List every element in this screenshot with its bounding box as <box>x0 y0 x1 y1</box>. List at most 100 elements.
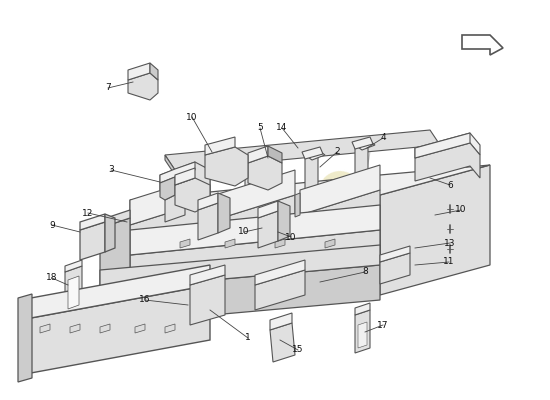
Polygon shape <box>218 193 230 233</box>
Polygon shape <box>80 222 105 260</box>
Polygon shape <box>165 155 175 175</box>
Polygon shape <box>215 245 295 295</box>
Polygon shape <box>130 230 380 290</box>
Text: 15: 15 <box>292 346 304 354</box>
Text: 1: 1 <box>245 334 251 342</box>
Polygon shape <box>415 133 480 158</box>
Polygon shape <box>198 203 218 240</box>
Polygon shape <box>305 150 325 160</box>
Polygon shape <box>380 246 410 262</box>
Text: 6: 6 <box>447 180 453 190</box>
Polygon shape <box>160 162 210 222</box>
Polygon shape <box>20 285 210 375</box>
Polygon shape <box>258 201 278 218</box>
Text: 4: 4 <box>380 134 386 142</box>
Polygon shape <box>190 275 225 325</box>
Polygon shape <box>65 266 82 316</box>
Polygon shape <box>130 200 210 300</box>
Polygon shape <box>248 146 268 163</box>
Polygon shape <box>300 165 380 215</box>
Polygon shape <box>175 168 195 185</box>
Polygon shape <box>245 160 265 170</box>
Polygon shape <box>380 165 490 295</box>
Polygon shape <box>20 265 210 320</box>
Polygon shape <box>305 150 318 190</box>
Polygon shape <box>325 239 335 248</box>
Polygon shape <box>100 210 130 228</box>
Polygon shape <box>100 324 110 333</box>
Polygon shape <box>150 63 158 80</box>
Polygon shape <box>300 240 380 290</box>
Text: 3: 3 <box>108 166 114 174</box>
Polygon shape <box>160 162 195 183</box>
Text: a passion
for cars: a passion for cars <box>319 207 391 263</box>
Polygon shape <box>175 178 195 185</box>
Polygon shape <box>302 147 323 159</box>
Polygon shape <box>295 193 300 217</box>
Polygon shape <box>130 205 380 255</box>
Polygon shape <box>130 175 210 225</box>
Polygon shape <box>100 218 130 305</box>
Polygon shape <box>275 239 285 248</box>
Polygon shape <box>130 165 490 225</box>
Polygon shape <box>225 239 235 248</box>
Polygon shape <box>462 35 503 55</box>
Polygon shape <box>248 156 282 190</box>
Polygon shape <box>355 140 368 180</box>
Text: 10: 10 <box>285 232 297 242</box>
Polygon shape <box>415 143 480 181</box>
Polygon shape <box>105 214 115 252</box>
Text: 7: 7 <box>105 84 111 92</box>
Polygon shape <box>70 324 80 333</box>
Text: 12: 12 <box>82 208 94 218</box>
Text: 17: 17 <box>377 320 389 330</box>
Text: ces: ces <box>306 152 434 258</box>
Polygon shape <box>242 157 263 169</box>
Polygon shape <box>128 63 150 80</box>
Text: 9: 9 <box>49 220 55 230</box>
Polygon shape <box>205 137 235 155</box>
Polygon shape <box>258 211 278 248</box>
Polygon shape <box>245 160 258 200</box>
Polygon shape <box>190 265 225 285</box>
Polygon shape <box>100 265 380 325</box>
Polygon shape <box>100 245 380 290</box>
Polygon shape <box>415 133 470 158</box>
Polygon shape <box>255 270 305 310</box>
Polygon shape <box>65 260 82 272</box>
Polygon shape <box>300 190 380 290</box>
Text: 285: 285 <box>412 151 448 179</box>
Polygon shape <box>270 313 292 330</box>
Polygon shape <box>210 198 215 222</box>
Polygon shape <box>198 193 218 210</box>
Polygon shape <box>358 322 367 348</box>
Polygon shape <box>135 324 145 333</box>
Text: 18: 18 <box>46 274 58 282</box>
Polygon shape <box>40 324 50 333</box>
Polygon shape <box>80 214 105 230</box>
Polygon shape <box>165 324 175 333</box>
Polygon shape <box>215 195 295 295</box>
Polygon shape <box>355 303 370 315</box>
Polygon shape <box>68 276 79 309</box>
Polygon shape <box>268 146 282 163</box>
Polygon shape <box>352 137 373 149</box>
Polygon shape <box>175 178 210 212</box>
Polygon shape <box>180 239 190 248</box>
Polygon shape <box>215 170 295 220</box>
Text: 2: 2 <box>334 148 340 156</box>
Polygon shape <box>270 323 295 362</box>
Text: 16: 16 <box>139 296 151 304</box>
Text: 10: 10 <box>186 112 198 122</box>
Text: 14: 14 <box>276 124 288 132</box>
Text: 11: 11 <box>443 258 455 266</box>
Polygon shape <box>205 147 248 186</box>
Polygon shape <box>355 310 370 353</box>
Polygon shape <box>278 201 290 241</box>
Text: 5: 5 <box>257 124 263 132</box>
Polygon shape <box>160 177 175 200</box>
Polygon shape <box>18 294 32 382</box>
Text: 13: 13 <box>444 238 456 248</box>
Polygon shape <box>355 140 375 150</box>
Polygon shape <box>130 250 210 300</box>
